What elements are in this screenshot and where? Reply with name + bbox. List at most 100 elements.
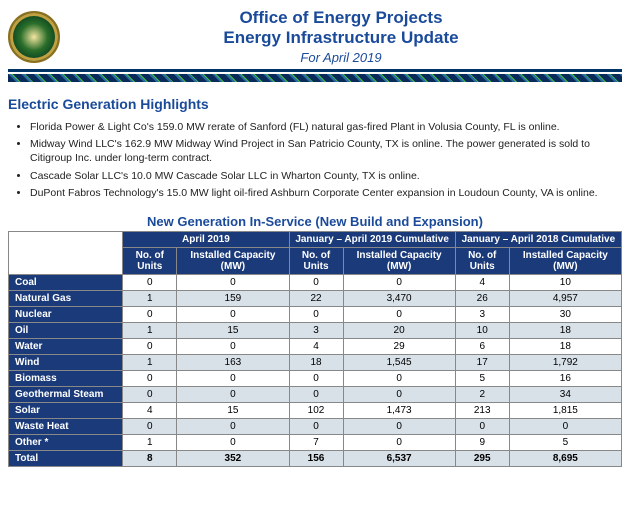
cell-value: 0 [343,386,455,402]
cell-value: 3 [289,322,343,338]
cell-value: 1,473 [343,402,455,418]
title-block: Office of Energy Projects Energy Infrast… [60,8,622,65]
sub-header: Installed Capacity (MW) [343,247,455,274]
cell-value: 26 [455,290,509,306]
generation-table: Primary Fuel Type April 2019 January – A… [8,231,622,467]
table-row: Geothermal Steam0000234 [9,386,622,402]
cell-value: 0 [343,370,455,386]
cell-value: 156 [289,450,343,466]
cell-value: 4 [455,274,509,290]
cell-value: 5 [455,370,509,386]
cell-value: 1,815 [509,402,621,418]
table-title: New Generation In-Service (New Build and… [8,214,622,229]
cell-value: 18 [509,322,621,338]
cell-value: 0 [177,418,289,434]
cell-value: 18 [509,338,621,354]
cell-value: 163 [177,354,289,370]
row-label: Oil [9,322,123,338]
cell-value: 3,470 [343,290,455,306]
cell-value: 34 [509,386,621,402]
cell-value: 5 [509,434,621,450]
cell-value: 1,792 [509,354,621,370]
cell-value: 20 [343,322,455,338]
cell-value: 0 [177,434,289,450]
cell-value: 0 [123,274,177,290]
table-body: Coal0000410Natural Gas1159223,470264,957… [9,274,622,466]
cell-value: 0 [289,274,343,290]
cell-value: 0 [123,418,177,434]
cell-value: 0 [509,418,621,434]
cell-value: 1 [123,322,177,338]
list-item: Cascade Solar LLC's 10.0 MW Cascade Sola… [30,169,622,183]
cell-value: 9 [455,434,509,450]
cell-value: 159 [177,290,289,306]
title-line1: Office of Energy Projects [60,8,622,28]
cell-value: 16 [509,370,621,386]
table-row: Total83521566,5372958,695 [9,450,622,466]
cell-value: 0 [123,338,177,354]
cell-value: 29 [343,338,455,354]
cell-value: 10 [455,322,509,338]
agency-seal-icon [8,11,60,63]
cell-value: 0 [177,386,289,402]
row-label: Water [9,338,123,354]
group-header: April 2019 [123,231,289,247]
cell-value: 0 [343,418,455,434]
group-header: January – April 2019 Cumulative [289,231,455,247]
table-row: Waste Heat000000 [9,418,622,434]
cell-value: 0 [177,306,289,322]
cell-value: 0 [177,338,289,354]
cell-value: 4 [123,402,177,418]
row-header-label: Primary Fuel Type [9,231,123,274]
sub-header: No. of Units [455,247,509,274]
row-label: Natural Gas [9,290,123,306]
cell-value: 295 [455,450,509,466]
cell-value: 0 [289,370,343,386]
row-label: Solar [9,402,123,418]
row-label: Wind [9,354,123,370]
table-row: Wind1163181,545171,792 [9,354,622,370]
cell-value: 0 [177,274,289,290]
row-label: Coal [9,274,123,290]
cell-value: 0 [177,370,289,386]
cell-value: 15 [177,402,289,418]
cell-value: 0 [123,370,177,386]
cell-value: 102 [289,402,343,418]
sub-header: Installed Capacity (MW) [177,247,289,274]
cell-value: 18 [289,354,343,370]
cell-value: 1 [123,434,177,450]
page-header: Office of Energy Projects Energy Infrast… [8,8,622,72]
title-line2: Energy Infrastructure Update [60,28,622,48]
sub-header: No. of Units [123,247,177,274]
cell-value: 1,545 [343,354,455,370]
cell-value: 10 [509,274,621,290]
row-label: Geothermal Steam [9,386,123,402]
cell-value: 22 [289,290,343,306]
cell-value: 15 [177,322,289,338]
sub-header: Installed Capacity (MW) [509,247,621,274]
row-label: Other * [9,434,123,450]
cell-value: 0 [289,306,343,322]
cell-value: 0 [343,306,455,322]
cell-value: 0 [123,306,177,322]
cell-value: 0 [343,274,455,290]
cell-value: 17 [455,354,509,370]
table-header: Primary Fuel Type April 2019 January – A… [9,231,622,274]
sub-header: No. of Units [289,247,343,274]
list-item: Midway Wind LLC's 162.9 MW Midway Wind P… [30,137,622,165]
cell-value: 8 [123,450,177,466]
row-label: Waste Heat [9,418,123,434]
cell-value: 6 [455,338,509,354]
cell-value: 0 [455,418,509,434]
table-row: Nuclear0000330 [9,306,622,322]
table-row: Oil1153201018 [9,322,622,338]
group-header: January – April 2018 Cumulative [455,231,621,247]
cell-value: 4,957 [509,290,621,306]
cell-value: 2 [455,386,509,402]
cell-value: 4 [289,338,343,354]
cell-value: 30 [509,306,621,322]
highlights-list: Florida Power & Light Co's 159.0 MW rera… [8,120,622,200]
table-row: Water00429618 [9,338,622,354]
cell-value: 8,695 [509,450,621,466]
list-item: Florida Power & Light Co's 159.0 MW rera… [30,120,622,134]
